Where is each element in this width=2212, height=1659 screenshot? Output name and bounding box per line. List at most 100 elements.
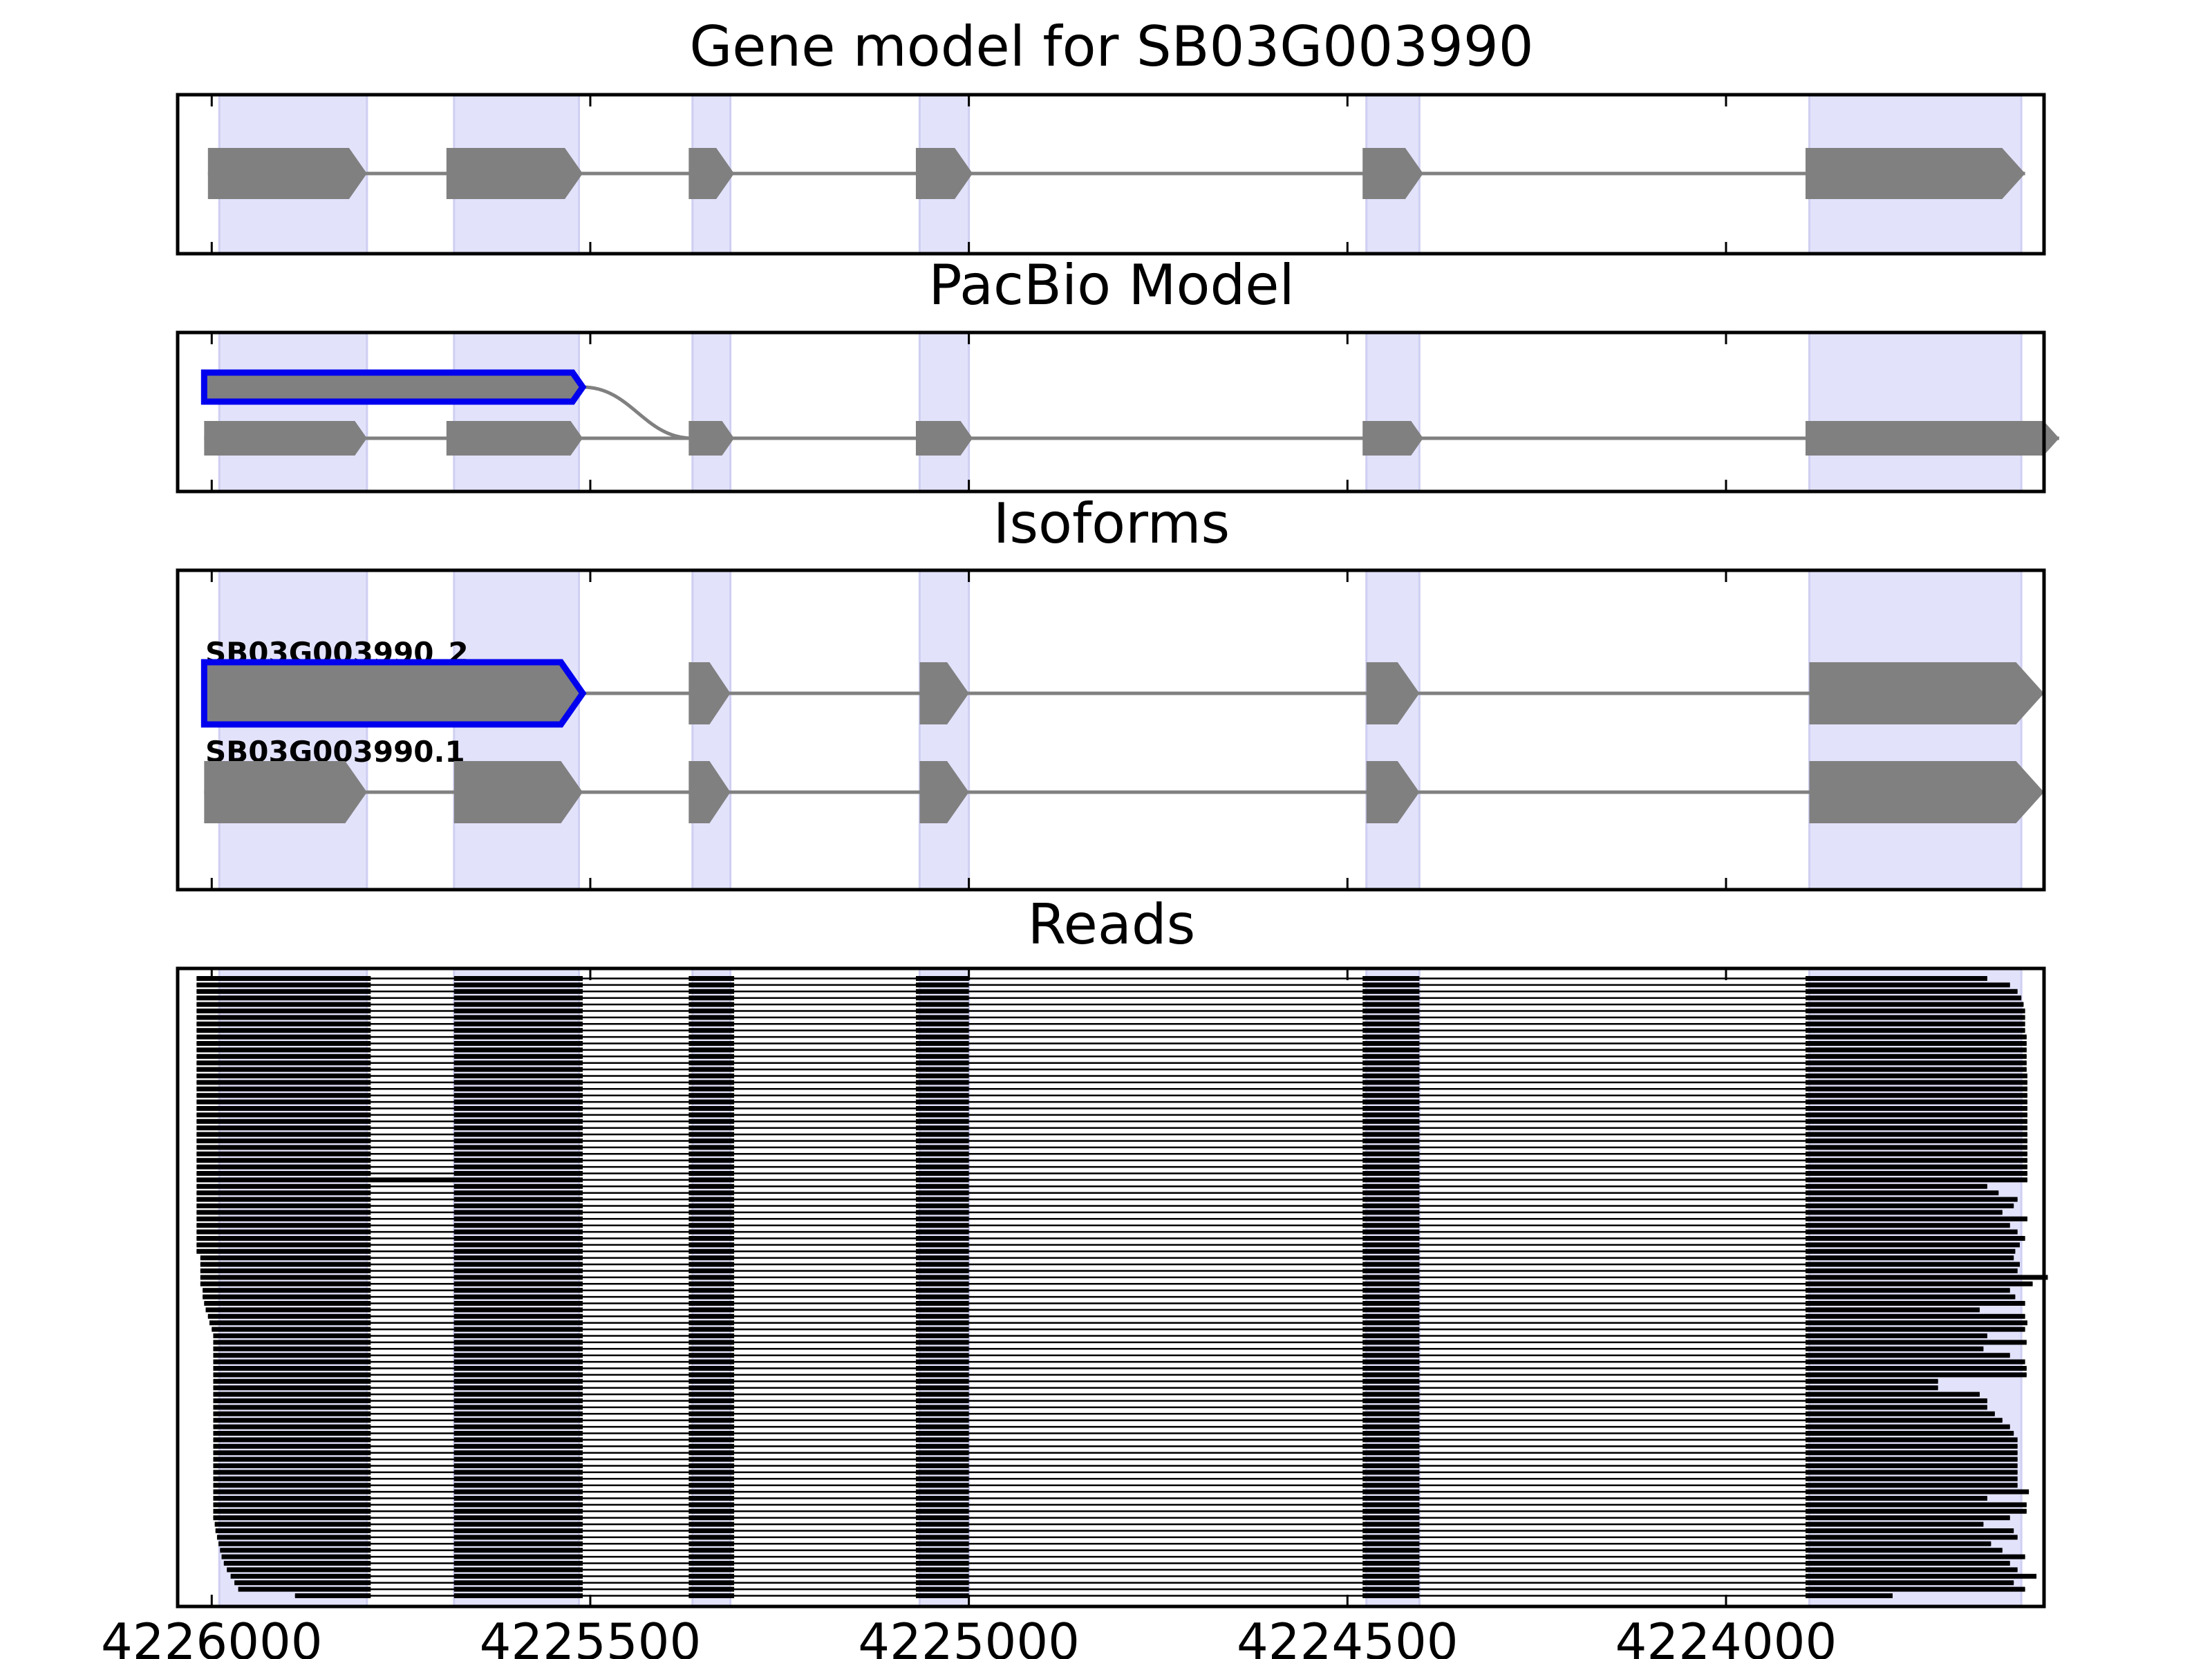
read-block	[453, 1093, 583, 1098]
reads-ticks	[210, 968, 1727, 1606]
read-block	[213, 1456, 371, 1462]
read-block	[1362, 1489, 1420, 1494]
read	[213, 1333, 1987, 1338]
read-block	[1362, 1106, 1420, 1111]
read-block	[688, 1320, 735, 1326]
read-block	[688, 1074, 735, 1078]
read-block	[453, 1567, 583, 1573]
read-block	[214, 1521, 371, 1527]
read-block	[915, 1476, 969, 1481]
read	[200, 1275, 2048, 1280]
read	[200, 1255, 2014, 1261]
read-block	[1362, 1450, 1420, 1456]
read-block	[213, 1476, 371, 1481]
read-block	[688, 1385, 735, 1391]
read-block	[1362, 1463, 1420, 1468]
read-block	[688, 1138, 735, 1143]
read-block	[453, 1112, 583, 1118]
exon-block	[1805, 148, 2025, 199]
read	[196, 1118, 2027, 1124]
exon-block	[1362, 148, 1423, 199]
read-block	[453, 1047, 583, 1053]
read-block	[1362, 1099, 1420, 1105]
read-block	[915, 1099, 969, 1105]
read-block	[453, 1262, 583, 1267]
read-block	[688, 1125, 735, 1131]
read	[213, 1378, 1938, 1384]
read-block	[915, 1535, 969, 1540]
read-block	[453, 1561, 583, 1566]
read	[200, 1262, 2020, 1267]
read-block	[915, 1301, 969, 1306]
read-block	[453, 1418, 583, 1423]
read-block	[1362, 1340, 1420, 1345]
gene-model-ticks	[210, 95, 1727, 254]
read-block	[688, 1450, 735, 1456]
read-block	[1805, 1496, 1987, 1501]
read-block	[453, 1009, 583, 1013]
read	[196, 1125, 2027, 1131]
read	[203, 1288, 2010, 1293]
read-block	[688, 1132, 735, 1137]
read-block	[688, 1418, 735, 1423]
exon-highlight-region	[218, 331, 368, 493]
read-block	[213, 1450, 371, 1456]
read-block	[1805, 1580, 2014, 1586]
exon-highlights	[218, 569, 2023, 891]
read-block	[688, 1443, 735, 1449]
read-block	[453, 1164, 583, 1170]
read	[213, 1418, 2003, 1423]
read-block	[1362, 1112, 1420, 1118]
read-block	[196, 1093, 371, 1098]
read-block	[688, 1561, 735, 1566]
read-block	[1362, 1508, 1420, 1514]
read	[196, 1034, 2027, 1040]
read-block	[196, 1197, 371, 1202]
read-block	[1805, 1378, 1938, 1384]
read-block	[196, 1080, 371, 1085]
read	[213, 1515, 2010, 1521]
read-block	[915, 1411, 969, 1416]
read	[204, 1301, 2025, 1306]
read	[196, 1242, 2020, 1248]
read-block	[915, 995, 969, 1001]
read-block	[915, 1424, 969, 1430]
read-block	[688, 1262, 735, 1267]
read-block	[915, 1183, 969, 1189]
read-block	[1362, 1275, 1420, 1280]
read-block	[453, 1554, 583, 1559]
pacbio-panel: PacBio Model	[176, 253, 2059, 494]
read-block	[453, 1171, 583, 1176]
read-block	[1362, 1535, 1420, 1540]
read-block	[196, 982, 371, 988]
read-block	[915, 1034, 969, 1040]
read-block	[453, 1197, 583, 1202]
read-block	[1805, 1521, 1984, 1527]
read-block	[453, 976, 583, 981]
read-block	[196, 1118, 371, 1124]
read-block	[688, 995, 735, 1001]
read-block	[688, 1340, 735, 1345]
read-block	[1362, 988, 1420, 994]
read-block	[915, 1470, 969, 1475]
read-block	[1805, 1275, 2048, 1280]
read-block	[196, 1190, 371, 1196]
read-block	[1362, 1009, 1420, 1013]
read-block	[688, 1281, 735, 1286]
read-block	[1805, 1080, 2027, 1085]
read-block	[1362, 1229, 1420, 1235]
read-block	[200, 1275, 371, 1280]
isoforms-ticks	[210, 570, 1727, 890]
read-block	[453, 1223, 583, 1228]
read-block	[453, 1378, 583, 1384]
reads-panel: Reads	[176, 892, 2048, 1609]
read	[196, 1248, 2016, 1254]
read-block	[453, 1586, 583, 1592]
read-block	[1362, 1158, 1420, 1163]
read-block	[915, 1203, 969, 1208]
read-block	[213, 1340, 371, 1345]
read-block	[915, 1450, 969, 1456]
read	[213, 1372, 2027, 1378]
read	[196, 1216, 2027, 1221]
read-block	[213, 1496, 371, 1501]
